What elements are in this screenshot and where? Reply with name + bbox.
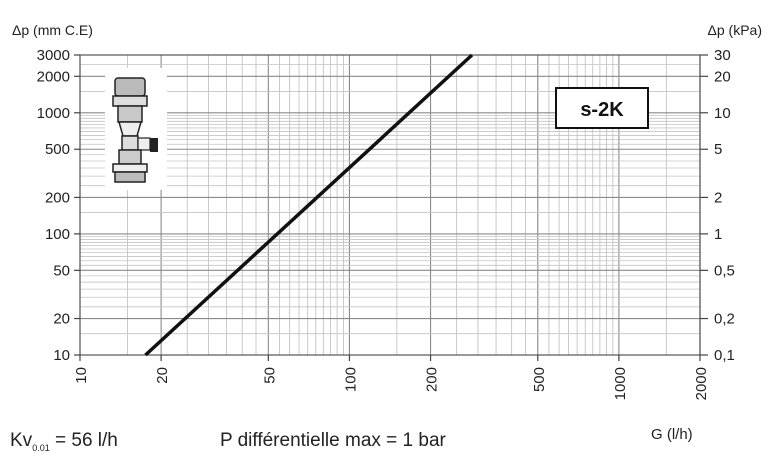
left-tick-label: 500 <box>45 141 70 158</box>
x-tick-label: 20 <box>154 367 171 384</box>
right-tick-label: 10 <box>714 105 731 122</box>
right-tick-label: 0,5 <box>714 262 735 279</box>
x-tick-label: 50 <box>261 367 278 384</box>
right-tick-label: 0,2 <box>714 311 735 328</box>
x-tick-label: 500 <box>531 367 548 392</box>
right-tick-label: 20 <box>714 68 731 85</box>
right-tick-label: 30 <box>714 47 731 64</box>
series-line <box>144 53 474 357</box>
kv-symbol: Kv <box>10 430 33 451</box>
right-tick-label: 0,1 <box>714 347 735 364</box>
left-tick-label: 50 <box>53 262 70 279</box>
x-tick-label: 2000 <box>693 367 710 400</box>
left-tick-label: 20 <box>53 311 70 328</box>
valve-actuator-icon <box>105 68 167 190</box>
model-label: s-2K <box>580 99 624 121</box>
plot-frame <box>79 54 701 356</box>
left-tick-label: 200 <box>45 189 70 206</box>
left-tick-label: 100 <box>45 226 70 243</box>
left-tick-label: 2000 <box>37 68 70 85</box>
right-tick-label: 2 <box>714 189 722 206</box>
x-tick-label: 1000 <box>612 367 629 400</box>
x-axis-title: G (l/h) <box>651 426 693 443</box>
left-axis-ticks: 10 20 50 100 200 500 1000 2000 3000 <box>37 47 80 364</box>
right-tick-label: 5 <box>714 141 722 158</box>
kv-value: = 56 l/h <box>49 430 118 451</box>
max-pressure-text: P différentielle max = 1 bar <box>220 430 446 451</box>
kv-text: Kv0.01 = 56 l/h <box>10 430 118 453</box>
model-label-box: s-2K <box>555 87 649 129</box>
x-axis-ticks: 10 20 50 100 200 500 1000 2000 <box>73 355 710 400</box>
x-tick-label: 200 <box>424 367 441 392</box>
right-axis-title: Δp (kPa) <box>707 22 762 38</box>
left-tick-label: 10 <box>53 347 70 364</box>
left-tick-label: 1000 <box>37 105 70 122</box>
x-tick-label: 100 <box>342 367 359 392</box>
kv-subscript: 0.01 <box>32 442 50 453</box>
left-axis-title: Δp (mm C.E) <box>12 22 93 38</box>
left-tick-label: 3000 <box>37 47 70 64</box>
right-tick-label: 1 <box>714 226 722 243</box>
right-axis-ticks: 0,1 0,2 0,5 1 2 5 10 20 30 <box>700 47 735 364</box>
x-tick-label: 10 <box>73 367 90 384</box>
